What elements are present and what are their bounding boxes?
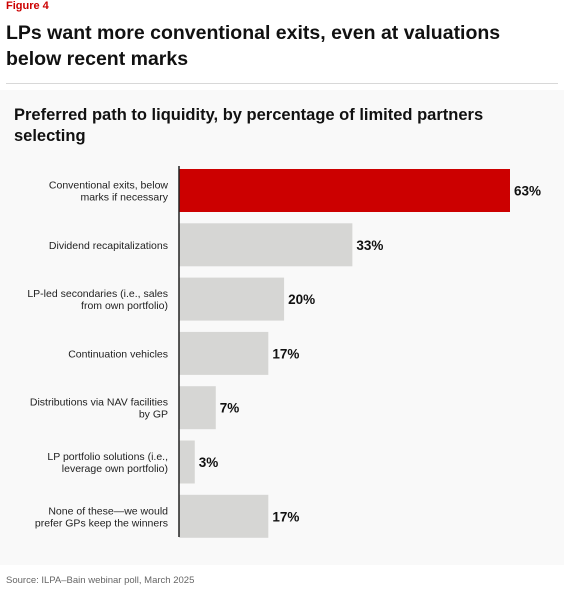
bar-value-label: 17% — [272, 346, 299, 361]
figure-title: LPs want more conventional exits, even a… — [6, 22, 501, 70]
bar-value-label: 3% — [199, 455, 219, 470]
category-label: LP-led secondaries (i.e., sales from own … — [27, 288, 168, 312]
bar-value-label: 7% — [220, 401, 240, 416]
category-label: Distributions via NAV facilities by GP — [30, 397, 168, 421]
bar-value-label: 63% — [514, 184, 541, 199]
bar-value-label: 17% — [272, 509, 299, 524]
bar-1 — [179, 223, 353, 267]
category-label: None of these—we would prefer GPs keep th… — [35, 505, 168, 529]
bar-4 — [179, 386, 216, 430]
bar-6 — [179, 494, 269, 538]
bar-0 — [179, 169, 510, 212]
figure-label: Figure 4 — [6, 0, 49, 12]
bar-2 — [179, 277, 285, 321]
category-label: LP portfolio solutions (i.e., leverage ow… — [47, 451, 168, 475]
bar-3 — [179, 331, 269, 375]
category-label: Dividend recapitalizations — [49, 240, 168, 252]
title-divider — [6, 83, 558, 84]
bar-5 — [179, 440, 195, 484]
source-note: Source: ILPA–Bain webinar poll, March 20… — [6, 575, 195, 586]
category-label: Continuation vehicles — [68, 348, 168, 360]
bar-value-label: 33% — [356, 238, 383, 253]
category-label: Conventional exits, below marks if necess… — [49, 180, 169, 204]
chart-title: Preferred path to liquidity, by percenta… — [14, 106, 484, 145]
bar-value-label: 20% — [288, 292, 315, 307]
